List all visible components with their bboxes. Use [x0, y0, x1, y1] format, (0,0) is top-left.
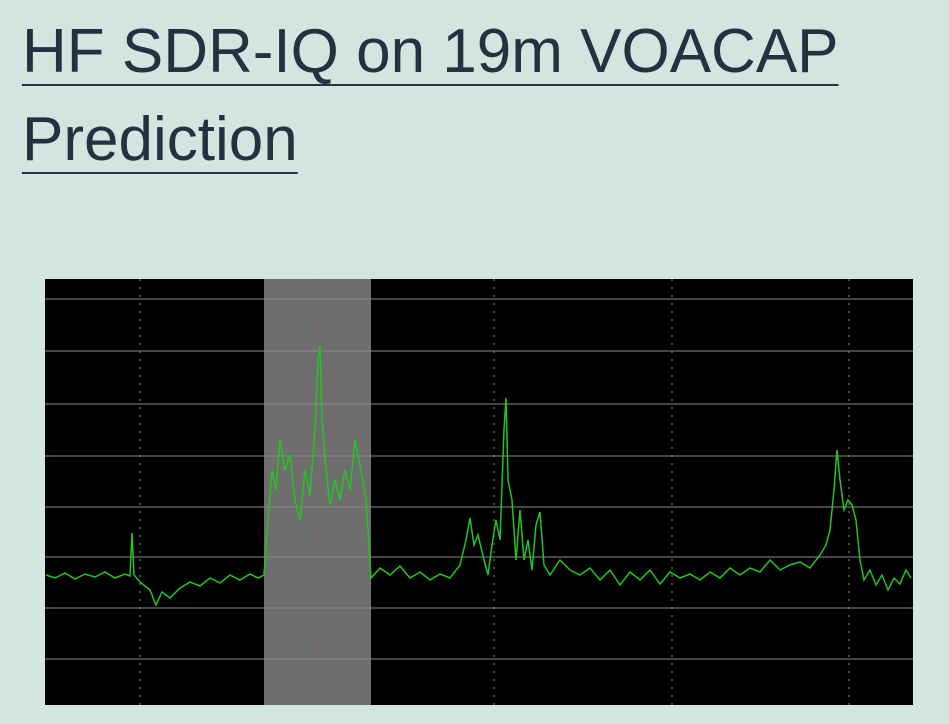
post-heading: HF SDR-IQ on 19m VOACAP Prediction: [22, 8, 927, 184]
spectrum-background: [45, 279, 913, 705]
passband-highlight: [264, 279, 371, 705]
grid: [45, 298, 913, 660]
post-title-link[interactable]: HF SDR-IQ on 19m VOACAP Prediction: [22, 17, 839, 174]
spectrum-trace: [45, 345, 912, 607]
